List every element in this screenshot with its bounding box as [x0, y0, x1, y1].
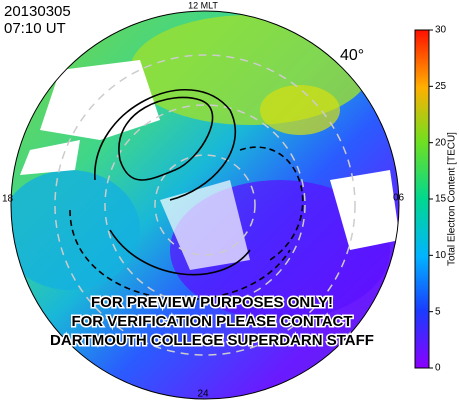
mlt-label-right: 06 — [393, 193, 405, 204]
colorbar — [414, 29, 430, 369]
watermark-line: FOR PREVIEW PURPOSES ONLY! — [91, 294, 333, 311]
colorbar-tick-label: 20 — [435, 137, 447, 148]
mlt-label-bottom: 24 — [197, 389, 209, 400]
latitude-label: 40° — [340, 47, 364, 64]
map-disc — [11, 11, 399, 399]
colorbar-tick-label: 30 — [435, 25, 447, 36]
time: 07:10 UT — [4, 20, 66, 37]
colorbar-label: Total Electron Content [TECU] — [447, 132, 458, 266]
watermark-line: FOR VERIFICATION PLEASE CONTACT — [71, 313, 352, 330]
tec-patch — [260, 85, 340, 135]
tec-patch — [11, 170, 140, 290]
colorbar-tick-label: 5 — [435, 306, 441, 317]
date: 20130305 — [4, 3, 71, 20]
potential-contours — [69, 89, 304, 301]
colorbar-tick-label: 0 — [435, 363, 441, 374]
no-data-area — [20, 140, 80, 175]
mlt-label-left: 18 — [2, 194, 14, 205]
no-data-area — [160, 180, 250, 270]
colorbar-tick-label: 25 — [435, 81, 447, 92]
latitude-circles — [54, 54, 356, 356]
no-data-area — [330, 170, 399, 250]
colorbar-tick-label: 10 — [435, 250, 447, 261]
mlt-label-top: 12 MLT — [188, 0, 218, 10]
map-border — [10, 10, 400, 400]
watermark-line: DARTMOUTH COLLEGE SUPERDARN STAFF — [50, 332, 374, 349]
colorbar-ticks: 0 5 10 15 20 25 30 — [429, 25, 447, 374]
colorbar-tick-label: 15 — [435, 194, 447, 205]
